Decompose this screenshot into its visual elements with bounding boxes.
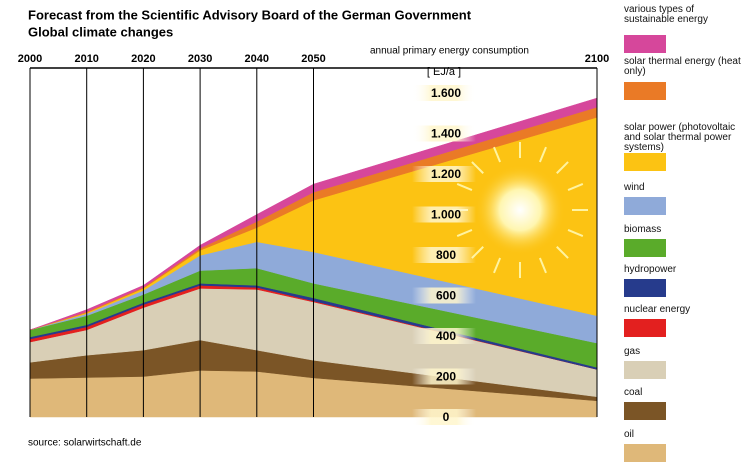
y-tick	[412, 287, 476, 304]
y-tick-label: 200	[436, 370, 456, 384]
x-tick-label: 2030	[188, 53, 212, 65]
y-tick	[412, 247, 476, 263]
legend-label: various types of sustainable energy	[624, 4, 708, 25]
x-tick-label: 2000	[18, 53, 42, 65]
x-tick-label: 2040	[245, 53, 269, 65]
sun-disc	[475, 165, 565, 255]
x-tick-label: 2100	[585, 53, 609, 65]
legend-swatch	[624, 153, 666, 171]
y-tick-label: 800	[436, 248, 456, 262]
source: source: solarwirtschaft.de	[28, 438, 142, 449]
legend-label: wind	[624, 182, 645, 193]
y-tick	[412, 368, 476, 385]
x-tick-label: 2010	[74, 53, 98, 65]
y-tick-label: 1.200	[431, 167, 461, 181]
sun	[452, 142, 588, 278]
legend-label: coal	[624, 387, 643, 398]
legend-swatch	[624, 197, 666, 215]
sun-ray	[456, 228, 473, 237]
legend-swatch	[624, 35, 666, 53]
chart-title: Forecast from the Scientific Advisory Bo…	[28, 7, 472, 22]
legend-swatch	[624, 444, 666, 462]
legend-swatch	[624, 82, 666, 100]
y-axis-label: annual primary energy consumption	[370, 46, 529, 57]
y-tick	[412, 328, 476, 344]
y-tick-label: 600	[436, 289, 456, 303]
legend-label: solar power (photovoltaic and solar ther…	[624, 122, 736, 153]
sun-ray	[456, 183, 473, 192]
sun-ray	[471, 161, 484, 174]
y-tick	[412, 409, 476, 425]
legend-swatch	[624, 239, 666, 257]
x-tick-label: 2050	[301, 53, 325, 65]
legend-label: biomass	[624, 224, 662, 235]
y-axis-unit: [ EJ/a ]	[427, 66, 461, 78]
y-tick-label: 0	[443, 410, 450, 424]
sun-ray	[538, 146, 547, 163]
sun-ray	[493, 257, 502, 274]
y-tick-label: 400	[436, 329, 456, 343]
legend-swatch	[624, 402, 666, 420]
legend-label: nuclear energy	[624, 304, 691, 315]
y-tick	[412, 125, 476, 142]
sun-ray	[567, 228, 584, 237]
y-tick	[412, 206, 476, 223]
legend-swatch	[624, 279, 666, 297]
y-tick-label: 1.600	[431, 86, 461, 100]
chart-subtitle: Global climate changes	[28, 24, 173, 39]
legend-swatch	[624, 361, 666, 379]
y-tick-label: 1.400	[431, 127, 461, 141]
sun-ray	[538, 257, 547, 274]
sun-ray	[493, 146, 502, 163]
y-tick-label: 1.000	[431, 208, 461, 222]
legend-label: oil	[624, 429, 635, 440]
legend-swatch	[624, 319, 666, 337]
sun-ray	[556, 161, 569, 174]
y-tick	[412, 85, 476, 101]
legend-label: gas	[624, 346, 641, 357]
legend-label: solar thermal energy (heat only)	[624, 56, 741, 77]
sun-ray	[567, 183, 584, 192]
y-tick	[412, 166, 476, 182]
x-tick-label: 2020	[131, 53, 155, 65]
sun-ray	[556, 246, 569, 259]
legend-label: hydropower	[624, 264, 677, 275]
